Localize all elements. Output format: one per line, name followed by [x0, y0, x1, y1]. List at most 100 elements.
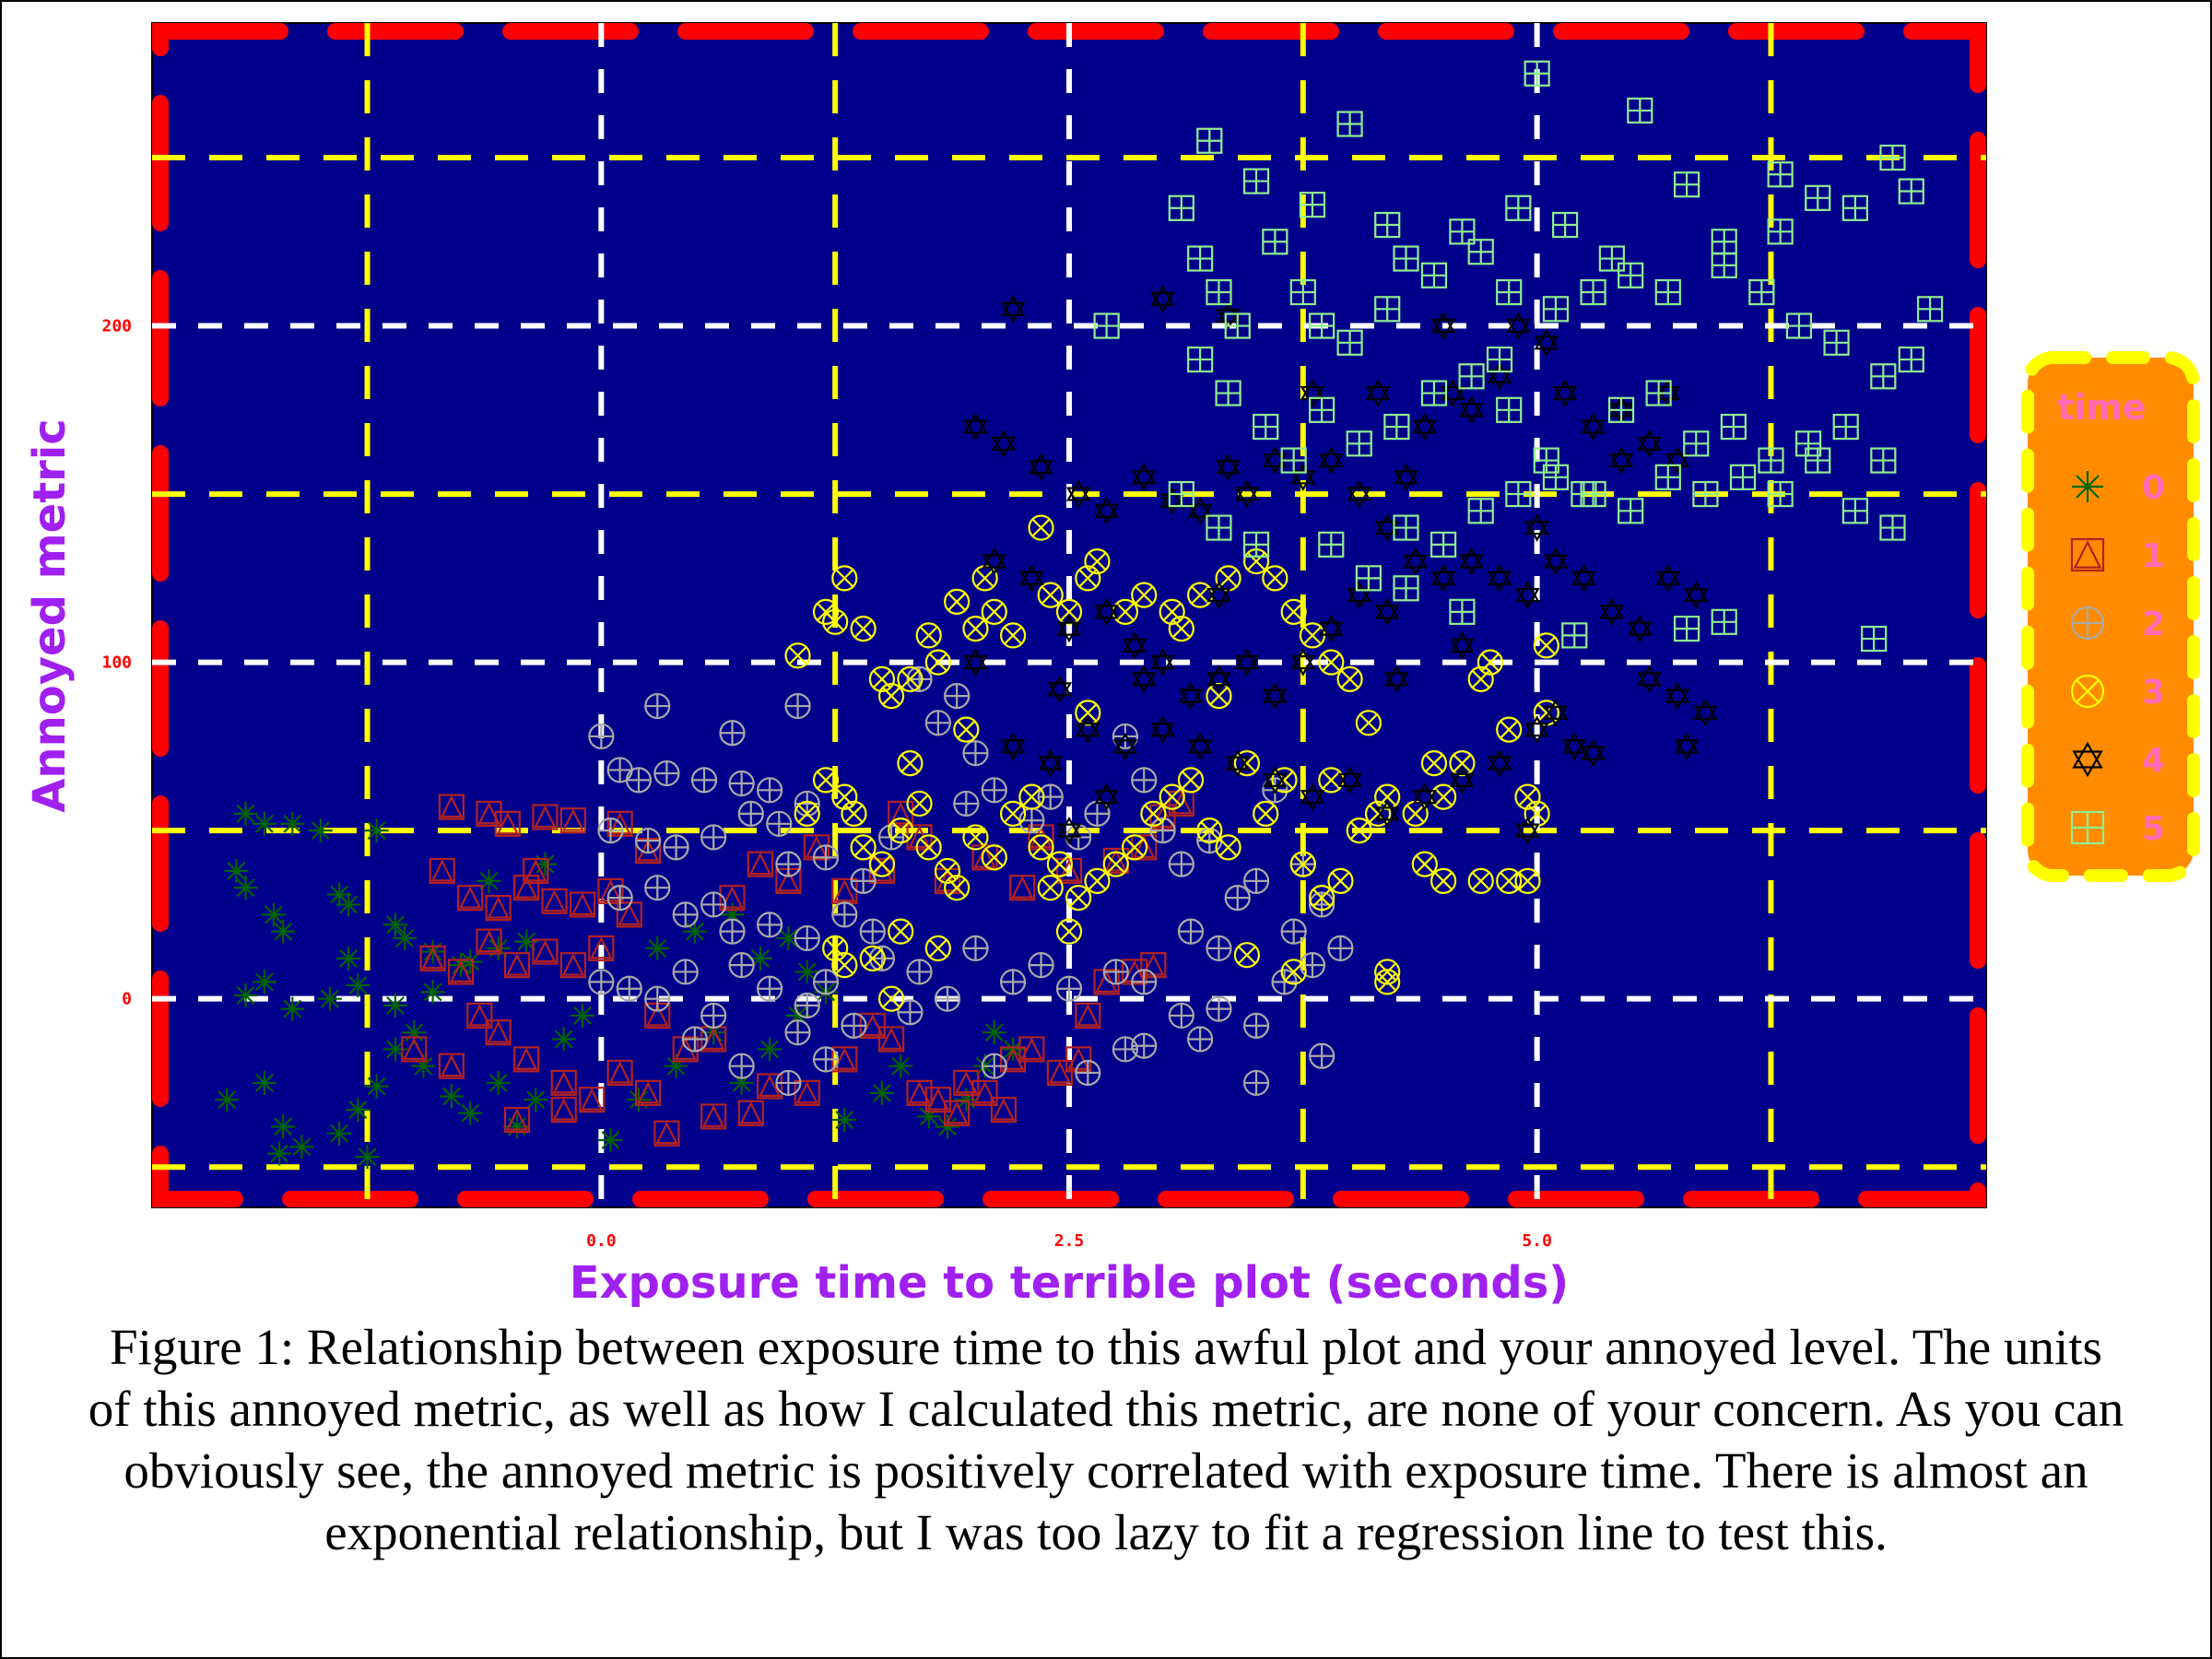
data-point-series-2: [1055, 975, 1083, 1002]
data-point-series-0: [486, 935, 511, 960]
data-point-series-5: [1916, 296, 1944, 323]
data-point-series-2: [1168, 1002, 1194, 1030]
data-point-series-2: [850, 867, 877, 894]
data-point-series-2: [1271, 969, 1298, 995]
data-point-series-5: [1654, 464, 1681, 490]
data-point-series-0: [935, 1114, 960, 1139]
data-point-series-0: [289, 1135, 314, 1159]
data-point-series-4: [1543, 699, 1569, 727]
data-point-series-5: [1607, 396, 1635, 423]
data-point-series-4: [1019, 564, 1044, 593]
data-point-series-0: [355, 1145, 380, 1170]
legend-label-series-2: 2: [2142, 606, 2165, 643]
data-point-series-1: [597, 877, 624, 904]
data-point-series-5: [1242, 168, 1270, 194]
data-point-series-4: [1300, 782, 1325, 811]
data-point-series-5: [1336, 111, 1363, 137]
data-point-series-5: [1242, 531, 1270, 558]
data-point-series-5: [1458, 363, 1485, 390]
data-point-series-3: [1055, 598, 1083, 625]
data-point-series-5: [1196, 127, 1223, 154]
data-point-series-3: [822, 608, 849, 635]
data-point-series-4: [1459, 547, 1484, 576]
legend-key-series-1: [2070, 537, 2105, 572]
data-point-series-4: [1459, 395, 1484, 425]
data-point-series-2: [1309, 891, 1335, 918]
data-point-series-3: [1037, 875, 1064, 901]
data-point-series-1: [485, 1019, 512, 1046]
data-point-series-5: [1336, 329, 1363, 356]
data-point-series-5: [1711, 252, 1737, 278]
data-point-series-0: [271, 919, 296, 944]
data-point-series-3: [1084, 867, 1111, 894]
data-point-series-0: [252, 1070, 276, 1095]
data-point-series-1: [476, 800, 502, 827]
data-point-series-0: [393, 925, 418, 950]
data-point-series-1: [953, 1069, 980, 1097]
data-point-series-2: [728, 770, 755, 797]
data-point-series-4: [1374, 513, 1400, 542]
data-point-series-1: [569, 891, 596, 918]
data-point-series-4: [1290, 648, 1316, 677]
data-point-series-4: [1216, 453, 1241, 482]
data-point-series-5: [1805, 447, 1831, 474]
data-point-series-0: [271, 1114, 296, 1139]
data-point-series-4: [1637, 665, 1662, 694]
data-point-series-1: [1055, 857, 1083, 885]
data-point-series-2: [831, 901, 858, 928]
data-point-series-3: [1046, 851, 1073, 877]
data-point-series-0: [317, 986, 342, 1011]
data-point-series-1: [906, 1079, 933, 1106]
data-point-series-3: [962, 824, 989, 851]
data-point-series-3: [850, 834, 877, 861]
data-point-series-3: [1420, 750, 1448, 777]
data-point-series-3: [1346, 818, 1372, 844]
y-axis-ticks: 0 100 200: [101, 317, 132, 1009]
data-point-series-3: [831, 952, 858, 979]
data-point-series-4: [1394, 463, 1418, 492]
data-point-series-4: [1225, 748, 1250, 778]
data-point-series-5: [1467, 498, 1494, 524]
data-point-series-1: [606, 810, 633, 837]
data-point-series-0: [364, 1074, 389, 1099]
data-point-series-0: [382, 993, 407, 1018]
data-point-series-1: [588, 935, 615, 962]
data-point-series-5: [1496, 278, 1523, 306]
data-point-series-0: [514, 929, 539, 954]
data-point-series-0: [364, 818, 389, 843]
data-point-series-5: [1486, 346, 1513, 373]
data-point-series-5: [1393, 245, 1419, 272]
data-point-series-4: [1150, 648, 1175, 677]
data-point-series-4: [1412, 412, 1438, 441]
legend-key-series-0: [2072, 471, 2103, 502]
data-point-series-5: [1832, 413, 1859, 441]
data-point-series-3: [1177, 767, 1205, 794]
data-point-series-1: [1065, 1046, 1092, 1073]
data-point-series-0: [598, 1127, 623, 1152]
data-point-series-0: [346, 973, 371, 998]
data-point-series-4: [1029, 453, 1053, 482]
data-point-series-5: [1542, 296, 1570, 323]
data-point-series-2: [606, 885, 633, 912]
data-point-series-1: [924, 1087, 951, 1113]
data-point-series-2: [1131, 767, 1158, 794]
data-point-series-5: [1692, 480, 1719, 508]
series-4: [963, 285, 1718, 845]
data-point-series-4: [1263, 446, 1288, 475]
x-axis-title: Exposure time to terrible plot (seconds): [570, 1257, 1569, 1309]
data-point-series-5: [1580, 278, 1606, 306]
data-point-series-1: [877, 1026, 905, 1053]
data-point-series-4: [1234, 479, 1260, 509]
data-point-series-3: [868, 851, 896, 877]
data-point-series-1: [1075, 1002, 1101, 1030]
data-point-series-0: [308, 818, 333, 843]
major-gridlines: [152, 23, 1986, 1207]
data-point-series-4: [1216, 301, 1241, 330]
data-point-series-5: [1794, 430, 1822, 457]
data-point-series-4: [1524, 715, 1549, 744]
data-point-series-2: [1028, 952, 1054, 979]
data-point-series-2: [719, 918, 746, 945]
data-point-series-2: [944, 683, 971, 710]
data-point-series-4: [1094, 497, 1119, 525]
data-point-series-5: [1467, 239, 1494, 265]
